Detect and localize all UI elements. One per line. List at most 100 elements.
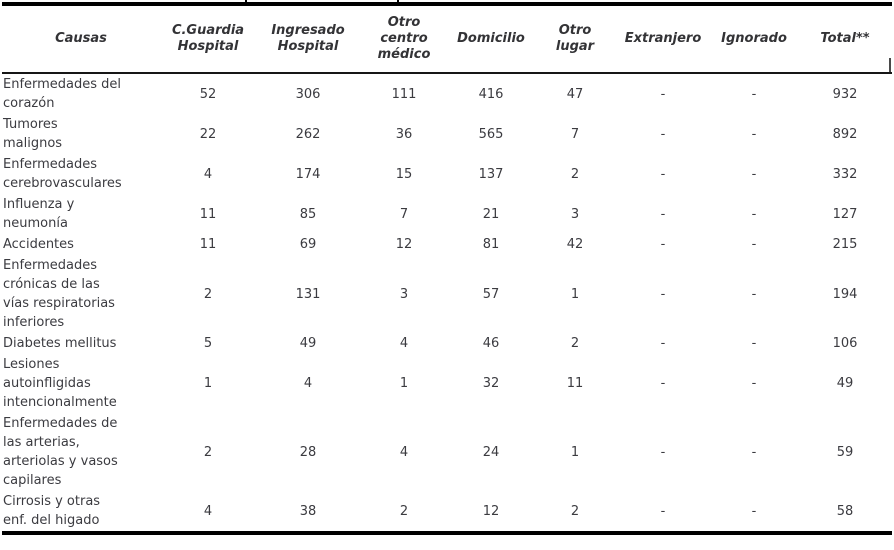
value-cell: 215	[832, 237, 858, 252]
value-cell: 32	[482, 376, 500, 391]
causa-cell: Enfermedades cerebrovasculares	[3, 157, 122, 191]
value-cell: -	[751, 336, 757, 351]
value-cell: -	[660, 503, 666, 519]
column-header-total: Total**	[798, 4, 892, 74]
value-cell: -	[751, 286, 757, 302]
value-cell: 1	[399, 376, 409, 391]
column-header-c-guardia: C.Guardia Hospital	[160, 4, 256, 74]
value-cell: 262	[295, 126, 321, 142]
value-cell: 131	[295, 286, 321, 302]
causa-cell: Enfermedades crónicas de las vías respir…	[3, 258, 115, 330]
value-cell: 69	[299, 237, 317, 252]
table-header-row: Causas C.Guardia Hospital Ingresado Hospit…	[2, 4, 892, 74]
value-cell: -	[751, 503, 757, 519]
value-cell: 1	[203, 376, 213, 391]
value-cell: 4	[399, 444, 409, 460]
value-cell: 42	[566, 237, 584, 252]
value-cell: 111	[391, 86, 417, 102]
value-cell: 932	[832, 86, 858, 102]
value-cell: 2	[203, 444, 213, 460]
value-cell: 416	[478, 86, 504, 102]
causa-cell: Lesiones autoinfligidas intencionalmente	[3, 357, 117, 410]
value-cell: 174	[295, 166, 321, 182]
value-cell: 306	[295, 86, 321, 102]
value-cell: 28	[299, 444, 317, 460]
value-cell: 85	[299, 206, 317, 222]
value-cell: 49	[299, 336, 317, 351]
value-cell: -	[660, 286, 666, 302]
table-row: Enfermedades del corazón 52 306 111 416 47 - - 9…	[2, 73, 892, 114]
table-header: Causas C.Guardia Hospital Ingresado Hospit…	[2, 4, 892, 74]
value-cell: 332	[832, 166, 858, 182]
causa-cell: Enfermedades de las arterias, arteriolas…	[3, 416, 118, 488]
value-cell: -	[751, 376, 757, 391]
value-cell: 11	[199, 237, 217, 252]
value-cell: 46	[482, 336, 500, 351]
causa-cell: Cirrosis y otras enf. del higado	[3, 494, 101, 528]
value-cell: -	[660, 444, 666, 460]
column-header-extranjero: Extranjero	[616, 4, 710, 74]
value-cell: -	[660, 166, 666, 182]
value-cell: 2	[203, 286, 213, 302]
value-cell: 12	[395, 237, 413, 252]
column-header-domicilio: Domicilio	[448, 4, 534, 74]
causa-cell: Enfermedades del corazón	[3, 77, 122, 111]
value-cell: 11	[566, 376, 584, 391]
value-cell: 81	[482, 237, 500, 252]
value-cell: -	[660, 376, 666, 391]
value-cell: -	[751, 444, 757, 460]
causa-cell: Influenza y neumonía	[3, 197, 75, 231]
value-cell: 2	[570, 503, 580, 519]
value-cell: 38	[299, 503, 317, 519]
table-body: Enfermedades del corazón 52 306 111 416 47- -9…	[2, 73, 892, 533]
value-cell: 2	[399, 503, 409, 519]
column-header-ignorado: Ignorado	[710, 4, 798, 74]
value-cell: 52	[199, 86, 217, 102]
value-cell: 1	[570, 444, 580, 460]
table-row: Enfermedades de las arterias, arteriolas…	[2, 413, 892, 491]
value-cell: -	[751, 166, 757, 182]
value-cell: 49	[836, 376, 854, 391]
value-cell: 24	[482, 444, 500, 460]
value-cell: 2	[570, 336, 580, 351]
value-cell: -	[751, 86, 757, 102]
value-cell: 59	[836, 444, 854, 460]
mortality-by-place-table: Causas C.Guardia Hospital Ingresado Hospit…	[2, 2, 892, 535]
causa-cell: Accidentes	[3, 237, 74, 252]
value-cell: 2	[570, 166, 580, 182]
value-cell: 194	[832, 286, 858, 302]
causa-cell: Diabetes mellitus	[3, 336, 117, 351]
value-cell: -	[660, 206, 666, 222]
value-cell: 1	[570, 286, 580, 302]
value-cell: -	[660, 336, 666, 351]
value-cell: -	[660, 126, 666, 142]
value-cell: 36	[395, 126, 413, 142]
column-header-otro-lugar: Otro lugar	[534, 4, 616, 74]
value-cell: 4	[399, 336, 409, 351]
value-cell: 4	[203, 166, 213, 182]
value-cell: -	[751, 237, 757, 252]
table-row: Lesiones autoinfligidas intencionalmente…	[2, 354, 892, 413]
value-cell: 5	[203, 336, 213, 351]
value-cell: 4	[203, 503, 213, 519]
value-cell: -	[660, 86, 666, 102]
table-row: Enfermedades cerebrovasculares 4 174 15 137 2…	[2, 154, 892, 194]
value-cell: 137	[478, 166, 504, 182]
value-cell: -	[660, 237, 666, 252]
value-cell: 565	[478, 126, 504, 142]
value-cell: -	[751, 126, 757, 142]
table-row: Influenza y neumonía 11 85 7 21 3 - - 127	[2, 194, 892, 234]
value-cell: 7	[570, 126, 580, 142]
value-cell: 57	[482, 286, 500, 302]
value-cell: 127	[832, 206, 858, 222]
value-cell: 3	[570, 206, 580, 222]
column-header-ingresado: Ingresado Hospital	[256, 4, 360, 74]
value-cell: 47	[566, 86, 584, 102]
table-row: Cirrosis y otras enf. del higado 4 38 2 12 2 -…	[2, 491, 892, 533]
value-cell: 4	[303, 376, 313, 391]
value-cell: 3	[399, 286, 409, 302]
value-cell: 15	[395, 166, 413, 182]
causa-cell: Tumores malignos	[3, 117, 63, 151]
column-header-otro-centro: Otro centro médico	[360, 4, 448, 74]
